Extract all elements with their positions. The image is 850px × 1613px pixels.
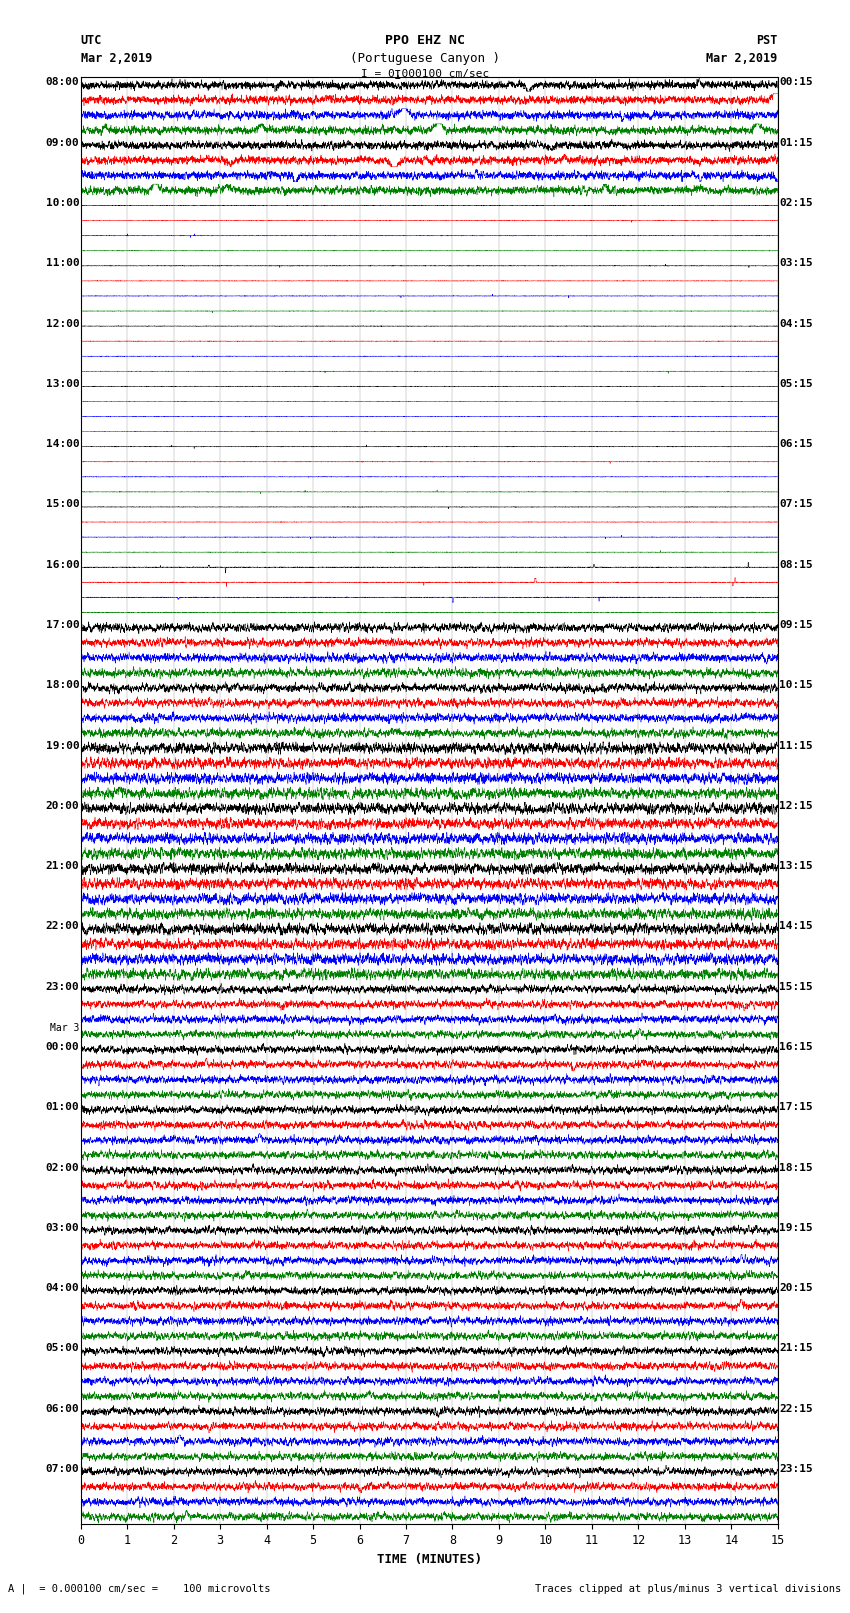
Text: 08:00: 08:00 [46, 77, 79, 87]
Text: (Portuguese Canyon ): (Portuguese Canyon ) [350, 52, 500, 65]
Text: 02:00: 02:00 [46, 1163, 79, 1173]
Text: Traces clipped at plus/minus 3 vertical divisions: Traces clipped at plus/minus 3 vertical … [536, 1584, 842, 1594]
Text: 11:15: 11:15 [779, 740, 813, 750]
Text: 07:00: 07:00 [46, 1465, 79, 1474]
Text: 18:15: 18:15 [779, 1163, 813, 1173]
Text: 10:15: 10:15 [779, 681, 813, 690]
Text: 20:00: 20:00 [46, 800, 79, 811]
Text: PPO EHZ NC: PPO EHZ NC [385, 34, 465, 47]
Text: 04:00: 04:00 [46, 1284, 79, 1294]
Text: Mar 3: Mar 3 [50, 1023, 79, 1034]
Text: 15:00: 15:00 [46, 500, 79, 510]
Text: 09:00: 09:00 [46, 137, 79, 148]
Text: 18:00: 18:00 [46, 681, 79, 690]
Text: Mar 2,2019: Mar 2,2019 [706, 52, 778, 65]
Text: 19:15: 19:15 [779, 1223, 813, 1232]
Text: 01:15: 01:15 [779, 137, 813, 148]
Text: 05:00: 05:00 [46, 1344, 79, 1353]
Text: 05:15: 05:15 [779, 379, 813, 389]
Text: 02:15: 02:15 [779, 198, 813, 208]
Text: 15:15: 15:15 [779, 982, 813, 992]
Text: 22:00: 22:00 [46, 921, 79, 931]
Text: 06:15: 06:15 [779, 439, 813, 448]
Text: PST: PST [756, 34, 778, 47]
Text: 17:00: 17:00 [46, 619, 79, 631]
Text: 16:00: 16:00 [46, 560, 79, 569]
Text: 20:15: 20:15 [779, 1284, 813, 1294]
Text: 10:00: 10:00 [46, 198, 79, 208]
Text: 07:15: 07:15 [779, 500, 813, 510]
Text: 06:00: 06:00 [46, 1403, 79, 1413]
Text: I = 0.000100 cm/sec: I = 0.000100 cm/sec [361, 69, 489, 79]
Text: Mar 2,2019: Mar 2,2019 [81, 52, 152, 65]
Text: 03:15: 03:15 [779, 258, 813, 268]
Text: 17:15: 17:15 [779, 1102, 813, 1113]
Text: 14:15: 14:15 [779, 921, 813, 931]
Text: 00:00: 00:00 [46, 1042, 79, 1052]
Text: I: I [394, 69, 401, 82]
Text: 23:15: 23:15 [779, 1465, 813, 1474]
Text: 04:15: 04:15 [779, 319, 813, 329]
Text: 21:15: 21:15 [779, 1344, 813, 1353]
Text: 16:15: 16:15 [779, 1042, 813, 1052]
Text: 12:00: 12:00 [46, 319, 79, 329]
Text: UTC: UTC [81, 34, 102, 47]
Text: 23:00: 23:00 [46, 982, 79, 992]
Text: 22:15: 22:15 [779, 1403, 813, 1413]
Text: 21:00: 21:00 [46, 861, 79, 871]
Text: 08:15: 08:15 [779, 560, 813, 569]
Text: 11:00: 11:00 [46, 258, 79, 268]
Text: 09:15: 09:15 [779, 619, 813, 631]
Text: 01:00: 01:00 [46, 1102, 79, 1113]
Text: 12:15: 12:15 [779, 800, 813, 811]
Text: 00:15: 00:15 [779, 77, 813, 87]
Text: 13:00: 13:00 [46, 379, 79, 389]
Text: 19:00: 19:00 [46, 740, 79, 750]
X-axis label: TIME (MINUTES): TIME (MINUTES) [377, 1553, 482, 1566]
Text: 03:00: 03:00 [46, 1223, 79, 1232]
Text: A |  = 0.000100 cm/sec =    100 microvolts: A | = 0.000100 cm/sec = 100 microvolts [8, 1582, 271, 1594]
Text: 14:00: 14:00 [46, 439, 79, 448]
Text: 13:15: 13:15 [779, 861, 813, 871]
